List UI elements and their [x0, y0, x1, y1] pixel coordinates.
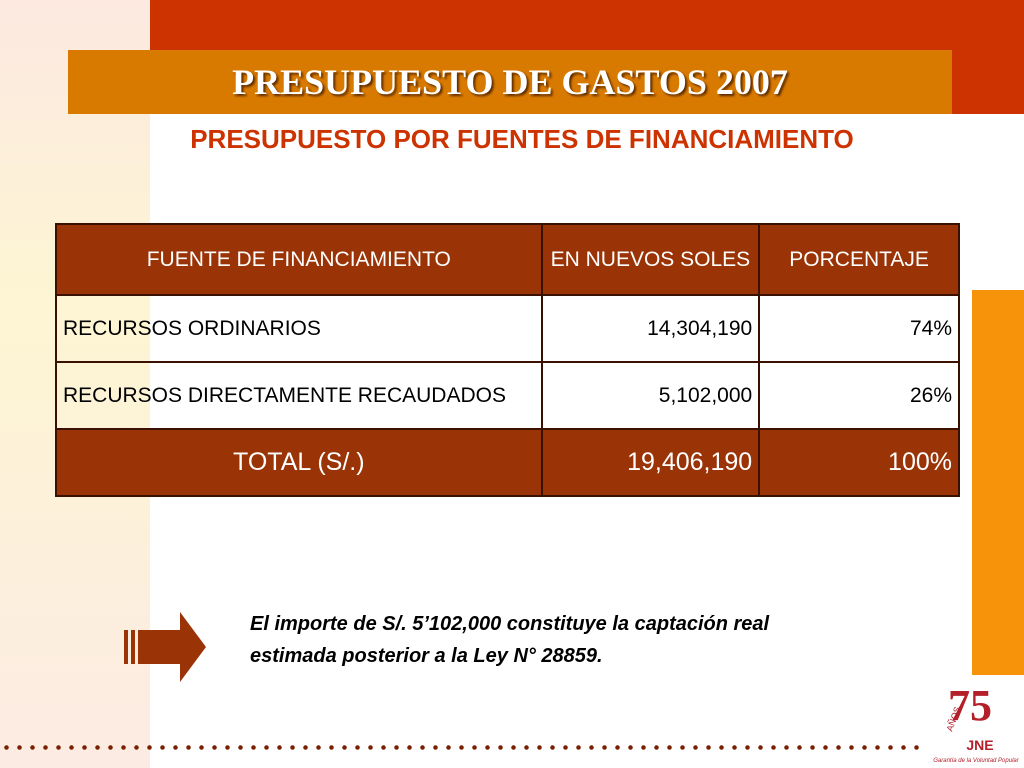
row: RECURSOS ORDINARIOS 14,304,190 74%: [55, 294, 960, 363]
amount-cell: 5,102,000: [540, 361, 761, 430]
note-line: estimada posterior a la Ley N° 28859.: [250, 645, 603, 667]
side-bar: [972, 290, 1024, 675]
total-percent: 100%: [758, 428, 960, 497]
percent-cell: 74%: [758, 294, 960, 363]
source-cell: RECURSOS ORDINARIOS: [55, 294, 543, 363]
header-row: FUENTE DE FINANCIAMIENTO EN NUEVOS SOLES…: [55, 223, 960, 296]
total-row: TOTAL (S/.) 19,406,190 100%: [55, 428, 960, 497]
header-cell: EN NUEVOS SOLES: [540, 223, 761, 296]
total-amount: 19,406,190: [540, 428, 761, 497]
logo: 75 AÑOS JNE Garantía de la Voluntad Popu…: [933, 682, 1020, 764]
amount-cell: 14,304,190: [540, 294, 761, 363]
subtitle: PRESUPUESTO POR FUENTES DE FINANCIAMIENT…: [190, 124, 854, 154]
logo-acronym: JNE: [966, 737, 993, 753]
header-cell: FUENTE DE FINANCIAMIENTO: [55, 223, 543, 296]
logo-motto: Garantía de la Voluntad Popular: [933, 758, 1020, 764]
note: El importe de S/. 5’102,000 constituye l…: [250, 608, 950, 672]
row: RECURSOS DIRECTAMENTE RECAUDADOS 5,102,0…: [55, 361, 960, 430]
top-band: [150, 0, 1024, 50]
total-label: TOTAL (S/.): [55, 428, 543, 497]
note-line: El importe de S/. 5’102,000 constituye l…: [250, 613, 770, 635]
percent-cell: 26%: [758, 361, 960, 430]
arrow-icon: [124, 612, 206, 682]
dotted-line: [0, 745, 920, 750]
header-cell: PORCENTAJE: [758, 223, 960, 296]
title: PRESUPUESTO DE GASTOS 2007: [232, 62, 788, 102]
budget-table: FUENTE DE FINANCIAMIENTO EN NUEVOS SOLES…: [55, 223, 960, 497]
title-bar: PRESUPUESTO DE GASTOS 2007: [68, 50, 952, 114]
top-band-right: [952, 50, 1024, 114]
source-cell: RECURSOS DIRECTAMENTE RECAUDADOS: [55, 361, 543, 430]
logo-number: 75: [948, 682, 992, 730]
